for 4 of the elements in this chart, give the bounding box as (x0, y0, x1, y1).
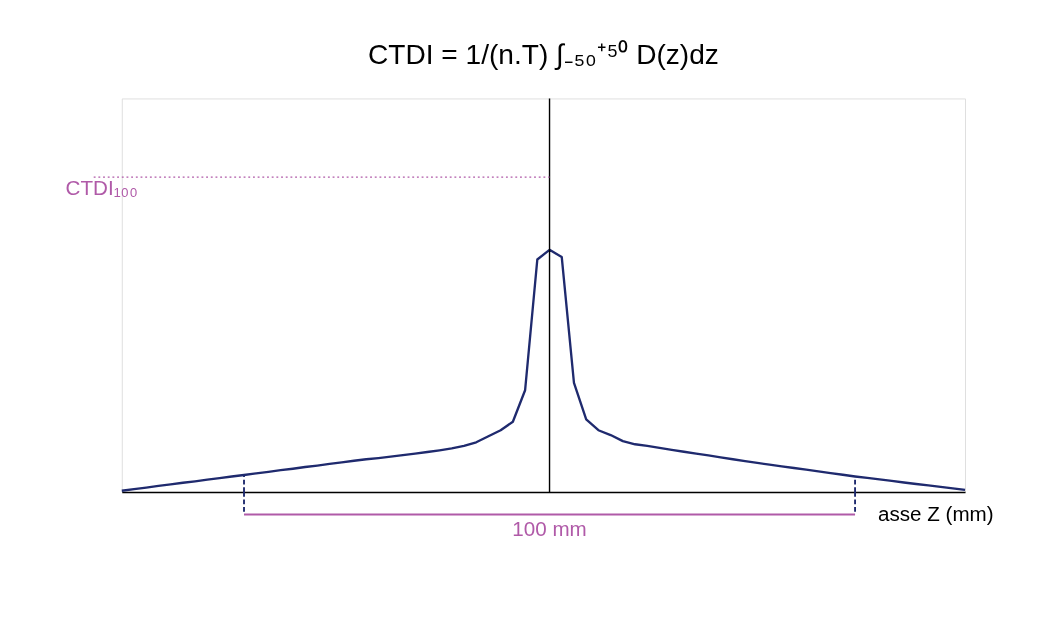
text: 100 mm (512, 517, 587, 540)
x-axis-title: asse Z (mm) (877, 502, 994, 526)
chart-title: CTDI = 1/(n.T) ∫₋₅₀⁺⁵⁰ D(z)dz (367, 39, 719, 71)
ref-line-label: CTDI₁₀₀ (65, 175, 138, 199)
